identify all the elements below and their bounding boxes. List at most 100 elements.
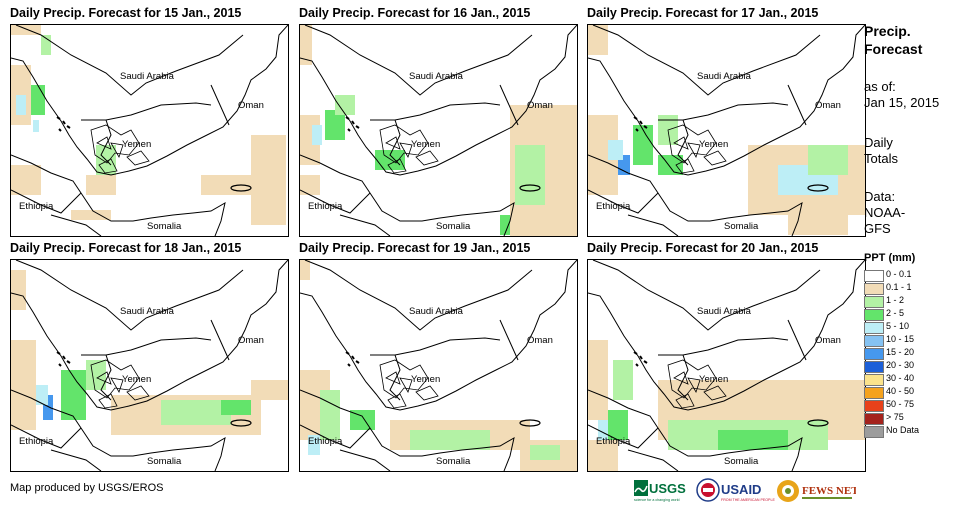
map-panel-1: Daily Precip. Forecast for 15 Jan., 2015… [10, 6, 290, 242]
precip-area [325, 110, 345, 140]
governorate-boundary [110, 377, 124, 393]
precip-area [31, 85, 45, 115]
precip-area [36, 385, 48, 405]
precip-map: Saudi Arabia Oman Yemen Ethiopia Somalia [587, 259, 866, 472]
map-label-saudi: Saudi Arabia [409, 71, 463, 82]
legend-swatch [864, 374, 884, 386]
country-border [81, 119, 112, 166]
legend-swatch [864, 283, 884, 295]
country-border [300, 189, 371, 214]
side-title-line2: Forecast [864, 41, 923, 57]
panel-title: Daily Precip. Forecast for 20 Jan., 2015 [587, 241, 819, 255]
legend-label: 5 - 10 [886, 321, 910, 331]
country-border [682, 337, 789, 356]
map-label-oman: Oman [238, 335, 264, 346]
map-panel-4: Daily Precip. Forecast for 18 Jan., 2015… [10, 241, 290, 477]
coastline [11, 25, 288, 176]
legend-swatch [864, 361, 884, 373]
coastline-south [11, 389, 226, 471]
legend-label: 0 - 0.1 [886, 269, 912, 279]
legend-title: PPT (mm) [864, 252, 916, 264]
map-label-somalia: Somalia [147, 456, 182, 467]
governorate-boundary [673, 371, 689, 385]
precip-area [608, 140, 623, 160]
precip-area [335, 95, 355, 115]
legend-swatch [864, 387, 884, 399]
coastline-south [300, 389, 515, 471]
governorate-boundary [415, 150, 439, 166]
red-sea-islands [56, 116, 71, 132]
governorate-boundary [96, 136, 112, 150]
country-border [787, 319, 807, 361]
country-border [339, 214, 391, 236]
map-label-yemen: Yemen [699, 139, 729, 150]
country-border [11, 424, 82, 449]
map-label-yemen: Yemen [122, 374, 152, 385]
country-border [499, 319, 519, 361]
precip-area [300, 175, 320, 195]
country-border [592, 25, 821, 96]
legend-swatch [864, 348, 884, 360]
country-border [787, 84, 807, 126]
panel-title: Daily Precip. Forecast for 18 Jan., 2015 [10, 241, 242, 255]
country-border [499, 84, 519, 126]
precip-area [33, 120, 39, 132]
red-sea-islands [633, 116, 648, 132]
country-border [15, 25, 244, 96]
governorate-boundary [379, 124, 429, 164]
country-border [394, 102, 501, 121]
precip-area [71, 210, 111, 220]
precip-area [201, 175, 251, 195]
partner-logos: USGS science for a changing world USAID … [634, 478, 954, 504]
precip-area [500, 215, 510, 235]
map-label-ethiopia: Ethiopia [19, 201, 54, 212]
legend-label: 2 - 5 [886, 308, 905, 318]
precip-area [588, 25, 608, 55]
side-data-source: Data: NOAA- GFS [864, 189, 905, 237]
side-title-line1: Precip. [864, 23, 911, 39]
side-asof-line2: Jan 15, 2015 [864, 95, 940, 110]
map-label-saudi: Saudi Arabia [697, 306, 751, 317]
precip-area [16, 95, 26, 115]
coastline-south [300, 154, 515, 236]
governorate-boundary [703, 385, 727, 401]
red-sea-islands [345, 351, 360, 367]
precip-area [41, 35, 51, 55]
country-border [105, 102, 212, 121]
red-sea-islands [56, 351, 71, 367]
precip-map: Saudi Arabia Oman Yemen Ethiopia Somalia [299, 24, 578, 237]
precip-area [530, 445, 560, 460]
country-border [304, 260, 533, 331]
precip-area [375, 150, 405, 170]
precip-map: Saudi Arabia Oman Yemen Ethiopia Somalia [587, 24, 866, 237]
legend-swatch [864, 322, 884, 334]
country-border [370, 119, 401, 166]
country-border [11, 189, 82, 214]
precip-area [11, 270, 26, 310]
legend-label: 10 - 15 [886, 334, 915, 344]
country-border [588, 189, 659, 214]
precip-area [633, 125, 653, 165]
legend-label: 15 - 20 [886, 347, 915, 357]
legend-label: 30 - 40 [886, 373, 915, 383]
map-label-saudi: Saudi Arabia [697, 71, 751, 82]
country-border [210, 319, 230, 361]
red-sea-islands [345, 116, 360, 132]
map-label-saudi: Saudi Arabia [120, 306, 174, 317]
governorate-boundary [687, 142, 701, 158]
map-label-oman: Oman [527, 335, 553, 346]
map-label-oman: Oman [238, 100, 264, 111]
precip-area [410, 430, 490, 450]
coastline-south [588, 389, 803, 471]
precip-area [608, 410, 628, 440]
map-label-oman: Oman [527, 100, 553, 111]
precip-area [43, 395, 53, 420]
fewsnet-logo: FEWS NET [777, 480, 856, 502]
map-label-saudi: Saudi Arabia [409, 306, 463, 317]
legend-swatch [864, 309, 884, 321]
precip-area [613, 360, 633, 400]
legend-label: 40 - 50 [886, 386, 915, 396]
governorate-boundary [399, 377, 413, 393]
map-label-yemen: Yemen [411, 139, 441, 150]
legend-swatch [864, 413, 884, 425]
